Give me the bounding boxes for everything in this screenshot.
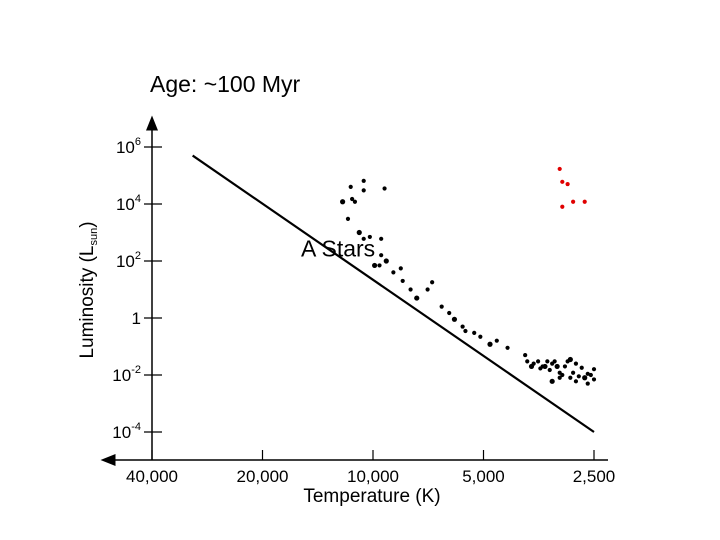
- star-point: [588, 372, 593, 378]
- annotations: A Stars: [301, 235, 375, 261]
- y-tick-label: 1: [132, 309, 141, 328]
- star-point: [505, 345, 510, 350]
- star-point: [408, 287, 413, 292]
- star-point: [523, 352, 528, 358]
- y-tick-label: 102: [116, 250, 141, 271]
- star-point: [579, 365, 584, 370]
- star-point: [585, 381, 590, 386]
- x-axis-ticks: 40,000 20,000 10,000 5,000 2,500: [126, 450, 615, 486]
- giant-star-point: [565, 181, 570, 187]
- giant-star-point: [582, 199, 587, 204]
- star-point: [582, 375, 588, 381]
- x-tick-label: 2,500: [573, 467, 616, 486]
- y-axis-title-sub: sun: [88, 228, 100, 246]
- y-tick-label: 106: [116, 136, 141, 157]
- star-point: [340, 199, 346, 205]
- giant-star-point: [560, 179, 565, 184]
- star-point: [487, 341, 493, 347]
- y-tick-label: 10-2: [112, 364, 141, 385]
- star-point: [591, 367, 597, 372]
- y-axis-title-main: Luminosity (L: [77, 246, 98, 359]
- star-point: [379, 236, 384, 241]
- y-axis-title-close: ): [77, 221, 98, 227]
- star-point: [439, 304, 444, 309]
- star-point: [571, 370, 576, 375]
- star-point: [398, 266, 403, 271]
- x-tick-label: 10,000: [347, 467, 399, 486]
- giant-star-point: [560, 204, 565, 209]
- star-point: [361, 188, 366, 193]
- star-point: [361, 178, 366, 183]
- star-point: [377, 263, 382, 268]
- annotation-label: A Stars: [301, 235, 375, 261]
- star-point: [576, 374, 581, 379]
- star-point: [348, 184, 353, 189]
- star-point: [525, 359, 530, 364]
- star-point: [356, 229, 362, 236]
- star-point: [350, 196, 355, 202]
- star-point: [552, 359, 557, 364]
- y-tick-label: 10-4: [112, 421, 141, 442]
- star-point: [463, 328, 468, 334]
- x-tick-label: 5,000: [462, 467, 505, 486]
- star-point: [573, 361, 579, 366]
- star-point: [545, 359, 550, 364]
- star-point: [547, 367, 552, 373]
- star-point: [361, 236, 366, 241]
- x-axis-title: Temperature (K): [303, 486, 440, 507]
- giant-star-point: [571, 199, 576, 204]
- star-point: [352, 199, 358, 204]
- star-point: [430, 280, 435, 285]
- star-point: [562, 364, 568, 369]
- star-point: [494, 338, 499, 343]
- star-point: [549, 378, 555, 384]
- star-point: [447, 310, 452, 316]
- y-axis-title: Luminosity (Lsun): [77, 221, 100, 358]
- y-tick-label: 104: [116, 193, 141, 214]
- star-point: [372, 262, 378, 269]
- star-point: [414, 295, 420, 301]
- star-point: [345, 216, 351, 222]
- star-point: [379, 253, 384, 258]
- star-point: [591, 377, 597, 382]
- star-point: [531, 361, 536, 366]
- giant-star-point: [557, 166, 562, 172]
- star-point: [472, 330, 477, 336]
- star-point: [451, 316, 458, 322]
- star-point: [478, 334, 483, 339]
- star-point: [382, 186, 387, 191]
- star-point: [554, 363, 560, 370]
- star-point: [573, 379, 579, 384]
- star-point: [560, 372, 565, 378]
- x-tick-label: 20,000: [237, 467, 289, 486]
- star-point: [383, 258, 389, 264]
- star-point: [367, 234, 372, 240]
- star-point: [568, 375, 573, 380]
- star-point: [425, 287, 430, 292]
- main-sequence-line: [192, 154, 595, 433]
- chart-title: Age: ~100 Myr: [150, 71, 301, 97]
- star-point: [400, 278, 405, 284]
- star-point: [391, 270, 396, 275]
- star-point: [567, 356, 573, 363]
- main-sequence-line-group: [192, 154, 595, 433]
- y-axis-ticks: 106 104 102 1 10-2 10-4: [112, 136, 162, 442]
- x-tick-label: 40,000: [126, 467, 178, 486]
- star-point: [542, 363, 548, 370]
- star-point: [460, 324, 465, 329]
- data-points: [340, 166, 597, 386]
- star-point: [557, 375, 562, 380]
- star-point: [535, 359, 541, 364]
